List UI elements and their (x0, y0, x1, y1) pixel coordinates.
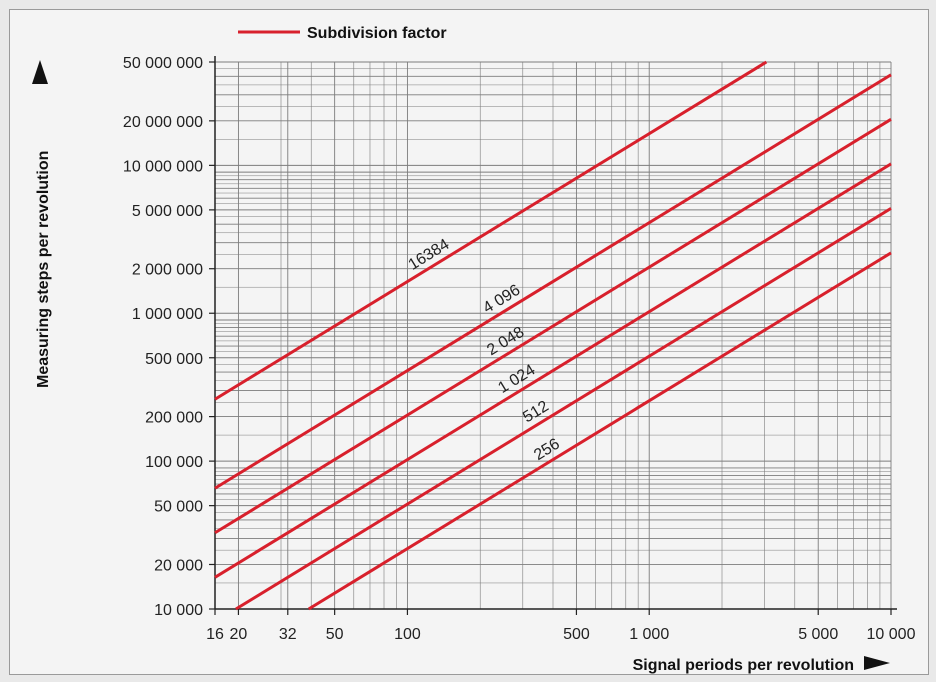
y-tick-label: 200 000 (145, 410, 203, 427)
axes (214, 56, 897, 610)
series-label: 256 (531, 436, 563, 464)
series-line (307, 251, 892, 611)
x-tick-label: 5 000 (798, 626, 838, 643)
x-tick-label: 50 (326, 626, 344, 643)
series-line (235, 207, 892, 611)
x-tick-label: 10 000 (867, 626, 916, 643)
y-tick-label: 100 000 (145, 454, 203, 471)
y-tick-label: 10 000 000 (123, 158, 203, 175)
y-axis-title-group: Measuring steps per revolution (32, 60, 52, 388)
legend: Subdivision factor (238, 25, 447, 42)
series-line (214, 118, 892, 535)
x-tick-label: 16 (206, 626, 224, 643)
legend-label: Subdivision factor (307, 25, 447, 42)
x-axis-title: Signal periods per revolution (633, 657, 854, 674)
y-tick-label: 20 000 (154, 557, 203, 574)
series-line (214, 73, 892, 490)
x-tick-label: 100 (394, 626, 421, 643)
y-tick-label: 50 000 000 (123, 55, 203, 72)
y-tick-label: 10 000 (154, 602, 203, 619)
subdivision-chart: 16 20 32 50 100 500 1 000 5 000 10 000 10 000 20 0… (32, 25, 916, 674)
series-line (214, 60, 768, 401)
y-axis-arrow-icon (32, 60, 48, 84)
y-tick-label: 500 000 (145, 351, 203, 368)
y-tick-label: 50 000 (154, 499, 203, 516)
x-axis-title-group: Signal periods per revolution (633, 656, 890, 674)
x-tick-label: 20 (230, 626, 248, 643)
series-line (214, 162, 892, 579)
grid (215, 61, 892, 610)
y-tick-label: 1 000 000 (132, 306, 203, 323)
x-tick-label: 32 (279, 626, 297, 643)
x-tick-label: 500 (563, 626, 590, 643)
series-lines (214, 60, 892, 611)
y-tick-label: 20 000 000 (123, 114, 203, 131)
y-tick-label: 5 000 000 (132, 203, 203, 220)
tick-labels: 16 20 32 50 100 500 1 000 5 000 10 000 10 000 20 0… (123, 55, 916, 643)
y-tick-label: 2 000 000 (132, 262, 203, 279)
x-axis-arrow-icon (864, 656, 890, 670)
chart-frame: 16 20 32 50 100 500 1 000 5 000 10 000 10 000 20 0… (9, 9, 929, 675)
y-axis-title: Measuring steps per revolution (35, 151, 52, 388)
x-tick-label: 1 000 (629, 626, 669, 643)
